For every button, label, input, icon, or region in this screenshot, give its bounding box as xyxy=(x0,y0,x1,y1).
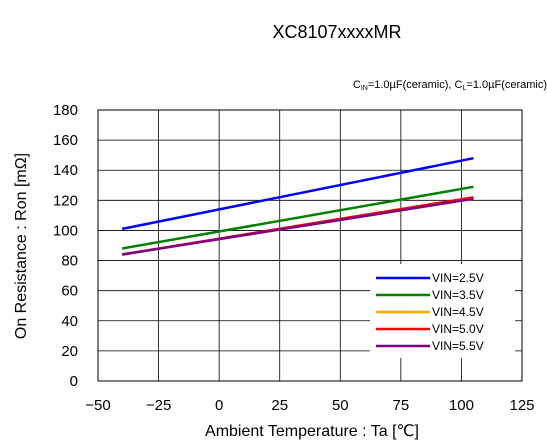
y-axis-label: On Resistance : Ron [mΩ] xyxy=(13,153,30,339)
x-tick-label: −25 xyxy=(146,397,171,414)
legend-label: VIN=4.5V xyxy=(432,305,484,319)
x-tick-label: 100 xyxy=(449,397,474,414)
x-tick-label: 125 xyxy=(509,397,534,414)
condition-part: =1.0µF(ceramic), C xyxy=(368,79,463,91)
y-tick-label: 20 xyxy=(61,343,78,360)
y-tick-label: 0 xyxy=(70,373,78,390)
condition-part: =1.0µF(ceramic) xyxy=(466,79,547,91)
y-tick-label: 160 xyxy=(53,132,78,149)
legend-label: VIN=5.0V xyxy=(432,322,484,336)
x-tick-label: 50 xyxy=(332,397,349,414)
y-tick-label: 40 xyxy=(61,313,78,330)
series-line xyxy=(121,156,474,231)
legend-label: VIN=5.5V xyxy=(432,339,484,353)
y-tick-label: 80 xyxy=(61,253,78,270)
condition-part: IN xyxy=(361,85,368,92)
condition-part: L xyxy=(462,85,466,92)
x-tick-labels: −50 −25 0 25 50 75 100 125 xyxy=(85,397,534,414)
x-tick-label: 75 xyxy=(393,397,410,414)
y-tick-label: 100 xyxy=(53,222,78,239)
y-tick-label: 140 xyxy=(53,162,78,179)
x-tick-label: 25 xyxy=(271,397,288,414)
y-tick-label: 120 xyxy=(53,192,78,209)
chart-condition-note: CIN=1.0µF(ceramic), CL=1.0µF(ceramic) xyxy=(353,79,547,92)
x-axis-label: Ambient Temperature : Ta [℃] xyxy=(205,423,419,440)
series-line xyxy=(121,185,474,250)
y-tick-labels: 0 20 40 60 80 100 120 140 160 180 xyxy=(53,102,78,390)
legend-label: VIN=3.5V xyxy=(432,288,484,302)
plot-frame xyxy=(97,109,523,382)
plot-grid xyxy=(98,110,522,381)
y-tick-label: 60 xyxy=(61,283,78,300)
x-tick-label: −50 xyxy=(85,397,110,414)
chart-title: XC8107xxxxMR xyxy=(272,22,401,42)
condition-part: C xyxy=(353,79,361,91)
x-tick-label: 0 xyxy=(215,397,223,414)
legend-label: VIN=2.5V xyxy=(432,271,484,285)
y-tick-label: 180 xyxy=(53,102,78,119)
series-line xyxy=(122,197,474,256)
series-lines xyxy=(121,156,474,256)
legend: VIN=2.5V VIN=3.5V VIN=4.5V VIN=5.0V VIN=5.5V xyxy=(370,264,515,358)
